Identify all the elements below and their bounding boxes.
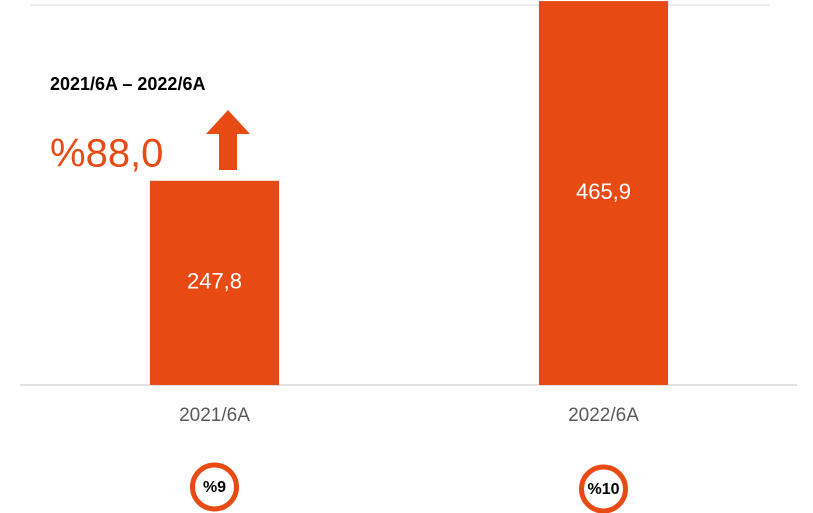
- value-label: 247,8: [187, 269, 242, 294]
- growth-period: 2021/6A – 2022/6A: [50, 74, 205, 94]
- x-tick-label: 2022/6A: [568, 405, 639, 426]
- badge-ring: [190, 462, 239, 512]
- bar: [538, 1, 669, 386]
- badge-label: %10: [587, 481, 619, 498]
- badge-ring: [579, 464, 628, 513]
- x-tick-label: 2021/6A: [179, 405, 250, 426]
- value-label: 465,9: [576, 179, 631, 204]
- growth-label: %88,0: [50, 132, 163, 176]
- bar: [149, 180, 280, 385]
- badge-label: %9: [203, 479, 226, 496]
- up-arrow: [206, 110, 250, 170]
